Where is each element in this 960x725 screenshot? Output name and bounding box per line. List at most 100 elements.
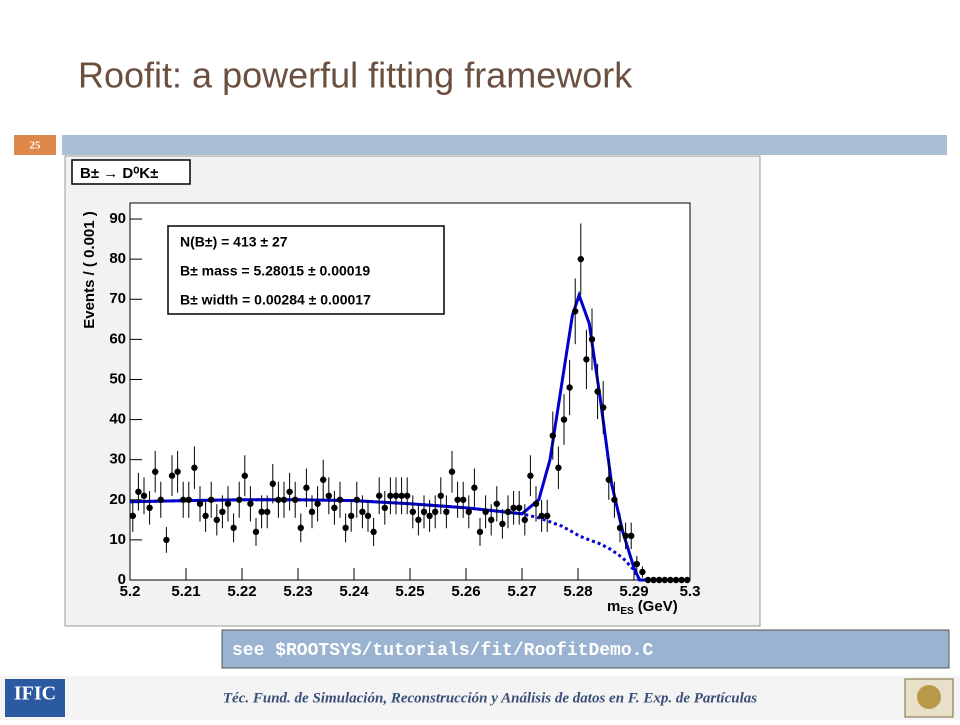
data-point [336, 496, 344, 503]
data-point [398, 492, 405, 499]
data-point [684, 576, 691, 584]
data-point [174, 468, 181, 475]
x-label-unit: (GeV) [638, 598, 678, 615]
data-point [275, 496, 282, 503]
data-point [454, 496, 461, 503]
y-tick-label: 20 [109, 491, 126, 508]
data-point [616, 524, 624, 532]
data-point [628, 532, 635, 540]
data-point [555, 464, 562, 471]
data-point [135, 488, 142, 495]
data-point [297, 524, 304, 532]
x-tick-label: 5.24 [339, 583, 369, 600]
data-point [292, 496, 299, 503]
data-point [672, 576, 680, 584]
data-point [303, 484, 310, 491]
data-point [650, 576, 657, 584]
data-point [448, 468, 456, 475]
annotation: B± width = 0.00284 ± 0.00017 [180, 292, 371, 308]
x-tick-label: 5.2 [120, 583, 141, 600]
data-point [504, 508, 512, 516]
data-point [247, 500, 254, 507]
data-point [661, 576, 668, 584]
y-tick-label: 50 [109, 370, 126, 387]
data-point [644, 576, 652, 584]
data-point [521, 516, 528, 524]
logo-box [5, 679, 65, 717]
data-point [392, 492, 400, 499]
data-point [387, 492, 394, 499]
data-point [331, 504, 338, 512]
data-point [320, 476, 327, 483]
data-point [605, 476, 612, 483]
x-tick-label: 5.28 [563, 583, 592, 600]
data-point [639, 568, 646, 576]
data-point [544, 512, 551, 520]
data-point [460, 496, 467, 503]
data-point [678, 576, 685, 584]
x-tick-label: 5.3 [680, 583, 701, 600]
data-point [577, 255, 584, 263]
data-point [482, 508, 489, 516]
data-point [560, 416, 568, 423]
annotation: N(B±) = 413 ± 27 [180, 234, 288, 250]
data-point [213, 516, 220, 524]
data-point [219, 508, 226, 516]
data-point [622, 532, 629, 540]
data-point [308, 508, 316, 516]
y-tick-label: 40 [109, 411, 126, 428]
data-point [208, 496, 215, 503]
data-point [572, 308, 579, 315]
data-point [409, 508, 416, 516]
fit-curve [129, 290, 690, 582]
data-point [140, 492, 148, 499]
x-tick-label: 5.27 [507, 583, 536, 600]
data-point [376, 492, 383, 499]
data-point [230, 524, 237, 532]
data-point [476, 528, 484, 536]
data-point [359, 508, 366, 516]
y-tick-label: 60 [109, 330, 126, 347]
data-point [566, 384, 573, 391]
data-point [381, 504, 388, 512]
data-point [465, 508, 472, 516]
data-point [471, 484, 478, 491]
y-tick-label: 30 [109, 451, 126, 468]
data-point [370, 528, 377, 536]
data-point [443, 508, 450, 516]
footer-text: Téc. Fund. de Simulación, Reconstrucción… [223, 690, 757, 706]
data-point [364, 512, 372, 520]
data-point [432, 508, 439, 516]
data-point [269, 480, 276, 487]
y-tick-label: 0 [118, 571, 126, 588]
x-label-sub: ES [620, 606, 634, 617]
data-point [667, 576, 674, 584]
x-label: mES (GeV) [607, 598, 678, 617]
annotation: B± mass = 5.28015 ± 0.00019 [180, 263, 370, 279]
data-point [538, 512, 545, 520]
y-tick-label: 70 [109, 290, 126, 307]
x-label-m: m [607, 598, 620, 615]
data-point [493, 500, 500, 507]
x-tick-label: 5.26 [451, 583, 480, 600]
data-point [633, 560, 640, 568]
code-box [221, 629, 950, 669]
data-point [488, 516, 495, 524]
title-box [71, 159, 191, 185]
data-point [191, 464, 198, 471]
data-point [415, 516, 422, 524]
data-point [185, 496, 192, 503]
page-number: 25 [30, 140, 42, 152]
code-text: see $ROOTSYS/tutorials/fit/RoofitDemo.C [232, 641, 653, 661]
x-tick-label: 5.21 [171, 583, 200, 600]
data-point [656, 576, 663, 584]
y-tick-label: 10 [109, 531, 126, 548]
x-tick-label: 5.29 [619, 583, 648, 600]
data-point [196, 500, 204, 507]
data-point [594, 388, 601, 395]
data-point [264, 508, 271, 516]
data-point [152, 468, 159, 475]
data-point [527, 472, 534, 479]
x-tick-label: 5.25 [395, 583, 424, 600]
